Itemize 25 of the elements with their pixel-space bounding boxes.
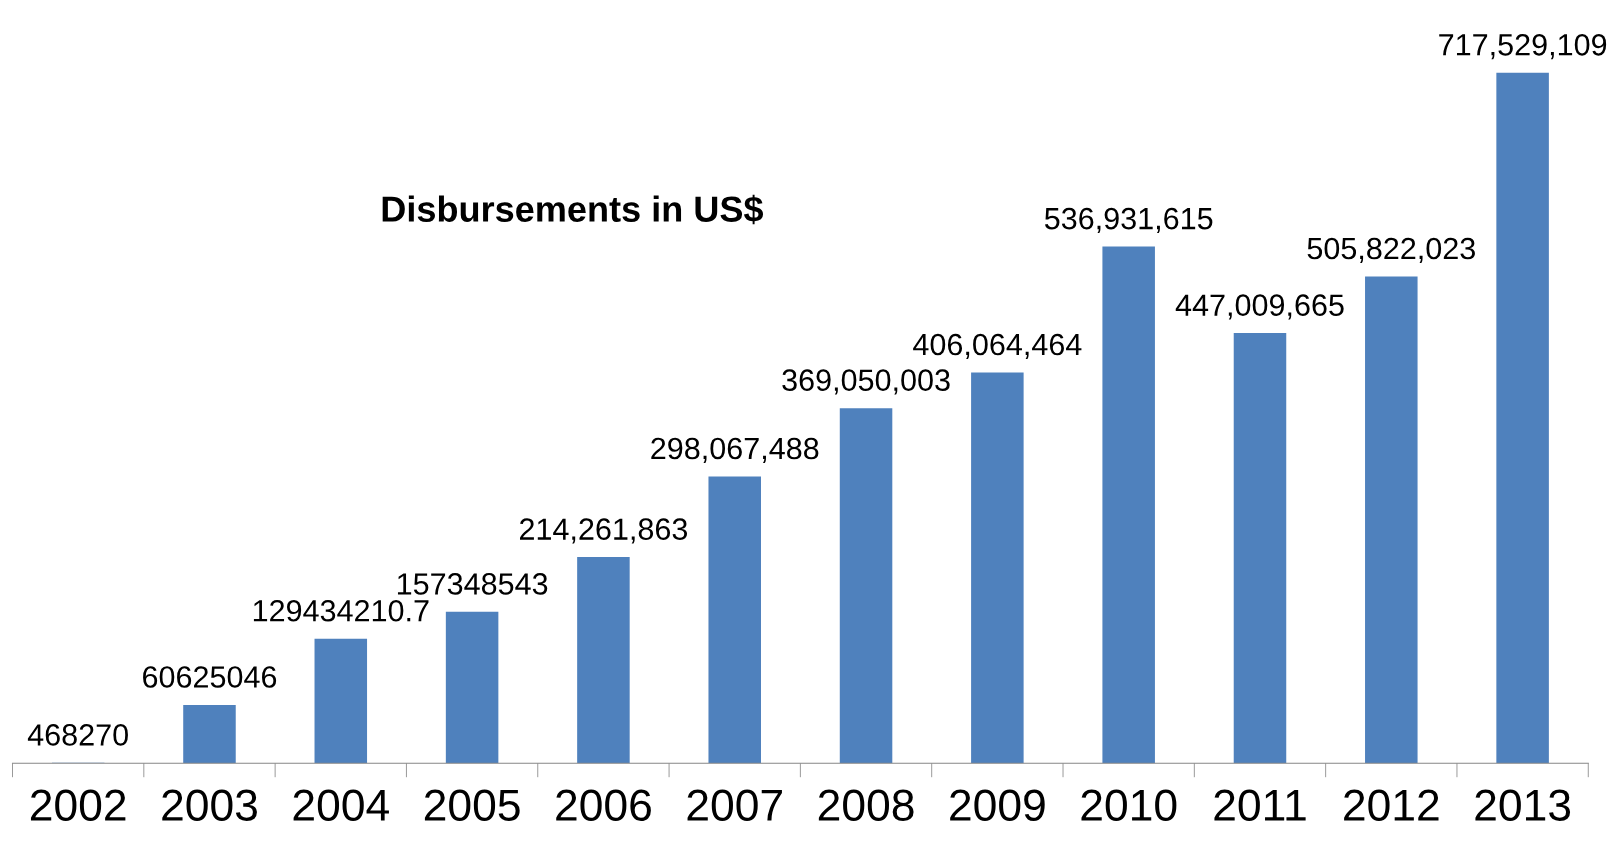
x-tick-label: 2004 bbox=[293, 789, 389, 821]
x-tick-label: 2007 bbox=[687, 789, 782, 821]
x-tick-label: 2003 bbox=[162, 789, 257, 821]
x-tick-label: 2009 bbox=[950, 789, 1045, 821]
x-tick-label: 2013 bbox=[1475, 789, 1571, 821]
x-tick-label: 2008 bbox=[818, 789, 914, 821]
data-label: 369,050,003 bbox=[782, 369, 950, 395]
data-label: 447,009,665 bbox=[1175, 294, 1344, 320]
x-tick-label: 2012 bbox=[1344, 789, 1439, 821]
data-label: 505,822,023 bbox=[1307, 237, 1475, 263]
data-label: 536,931,615 bbox=[1044, 207, 1213, 234]
x-tick-label: 2006 bbox=[556, 789, 651, 821]
x-tick-label: 2005 bbox=[424, 789, 520, 821]
data-label: 406,064,464 bbox=[913, 333, 1082, 359]
data-label: 129434210.7 bbox=[253, 599, 429, 622]
text: Disbursements in US$ bbox=[382, 194, 764, 225]
data-label: 468270 bbox=[27, 724, 128, 746]
data-label: 717,529,109 bbox=[1439, 33, 1607, 60]
x-tick-label: 2002 bbox=[30, 789, 126, 821]
data-label: 214,261,863 bbox=[520, 518, 688, 544]
x-tick-label: 2010 bbox=[1081, 789, 1177, 821]
data-label: 157348543 bbox=[397, 573, 548, 595]
data-label: 60625046 bbox=[143, 666, 277, 688]
x-tick-label: 2011 bbox=[1214, 789, 1306, 821]
data-label: 298,067,488 bbox=[651, 437, 819, 463]
